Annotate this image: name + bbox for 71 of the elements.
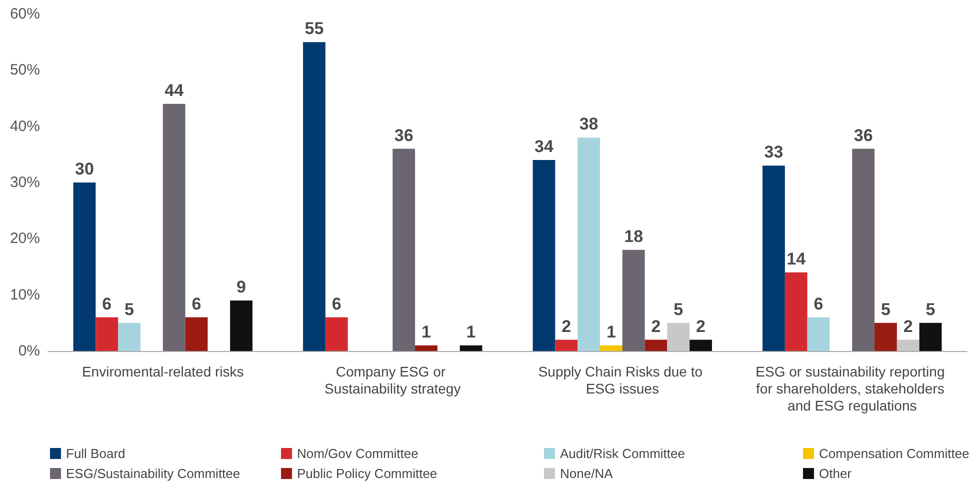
data-label: 2	[651, 316, 661, 336]
legend-label: Compensation Committee	[819, 446, 970, 461]
y-tick-label: 20%	[10, 230, 40, 248]
bar	[230, 300, 252, 351]
bar	[667, 322, 690, 351]
data-label: 1	[466, 322, 476, 342]
data-label: 9	[236, 277, 246, 296]
x-tick-label: Supply Chain Risks due to ESG issues	[538, 364, 706, 396]
bar	[784, 272, 808, 351]
bar	[690, 340, 712, 351]
legend-label: Public Policy Committee	[297, 466, 438, 481]
bar	[415, 345, 438, 351]
data-label: 14	[786, 249, 806, 268]
bar	[578, 138, 600, 351]
data-label: 34	[534, 137, 554, 156]
data-label: 33	[764, 142, 784, 162]
bar	[325, 317, 348, 351]
data-label: 36	[854, 126, 873, 145]
data-label: 38	[579, 114, 598, 134]
data-label: 30	[75, 160, 94, 178]
legend-label: Nom/Gov Committee	[297, 446, 418, 461]
y-tick-label: 30%	[10, 174, 40, 191]
bar	[460, 345, 482, 351]
y-tick-label: 0%	[18, 342, 40, 360]
data-label: 44	[164, 80, 184, 100]
bar	[555, 340, 578, 351]
legend-label: Audit/Risk Committee	[560, 446, 685, 461]
bar	[622, 250, 645, 351]
data-label: 36	[394, 126, 414, 145]
data-label: 55	[304, 19, 324, 38]
bar	[96, 317, 118, 351]
data-label: 1	[421, 322, 431, 342]
bar	[852, 148, 875, 351]
data-label: 2	[696, 316, 706, 336]
bar	[73, 182, 96, 351]
bar	[600, 345, 622, 351]
data-label: 5	[926, 300, 936, 319]
bar	[303, 42, 326, 351]
bar	[919, 322, 942, 351]
bar	[807, 317, 830, 351]
data-label: 5	[880, 300, 890, 319]
data-label: 1	[606, 322, 616, 342]
legend-label: None/NA	[560, 466, 614, 481]
legend-label: Full Board	[66, 446, 126, 461]
data-label: 5	[674, 300, 684, 319]
data-label: 6	[814, 294, 824, 314]
bar	[162, 104, 186, 351]
bar	[185, 317, 208, 351]
bar	[644, 340, 668, 351]
legend-label: ESG/Sustainability Committee	[66, 466, 240, 481]
data-label: 6	[102, 294, 112, 314]
y-tick-label: 50%	[10, 62, 40, 79]
data-label: 2	[903, 316, 913, 336]
y-tick-label: 10%	[10, 286, 40, 304]
data-label: 2	[562, 316, 572, 336]
data-label: 6	[192, 294, 202, 314]
y-tick-label: 40%	[10, 118, 40, 135]
x-tick-label: Enviromental-related risks	[82, 364, 244, 380]
legend-label: Other	[819, 466, 852, 481]
y-tick-label: 60%	[10, 6, 40, 22]
data-label: 6	[332, 294, 342, 314]
bar	[896, 340, 920, 351]
bar	[532, 160, 556, 351]
bar	[874, 322, 897, 351]
bar	[762, 166, 785, 351]
bar	[392, 148, 416, 351]
x-tick-label: ESG or sustainability reporting for shareholders, stakeholders and ESG regulations	[756, 364, 949, 414]
x-tick-label: Company ESG or Sustainability strategy	[324, 364, 461, 396]
data-label: 5	[124, 300, 134, 319]
data-label: 18	[624, 226, 644, 246]
bar	[118, 322, 140, 351]
